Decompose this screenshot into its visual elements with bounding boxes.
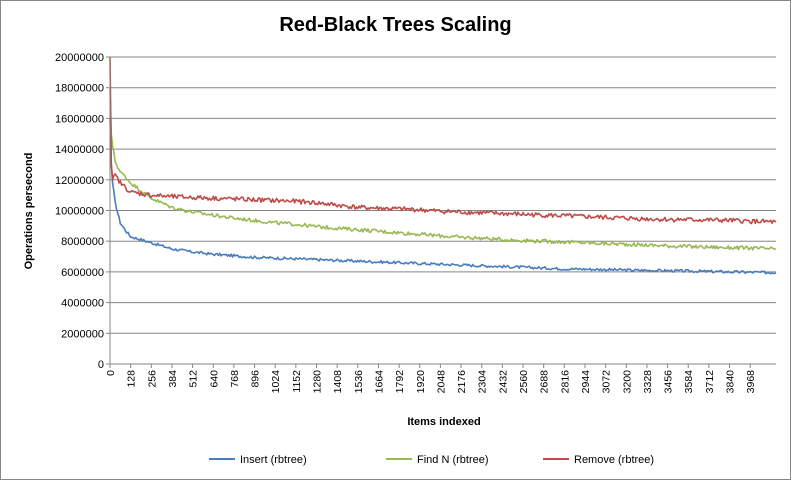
y-tick-label: 8000000 <box>61 236 104 248</box>
legend: Insert (rbtree) Find N (rbtree) Remove (rb… <box>209 454 654 466</box>
legend-label: Insert (rbtree) <box>240 454 307 466</box>
x-tick-label: 1152 <box>291 370 303 393</box>
x-tick-label: 1408 <box>332 370 344 394</box>
x-tick-label: 1920 <box>415 370 427 394</box>
x-tick-label: 3328 <box>642 370 654 394</box>
x-tick-label: 2432 <box>497 370 509 394</box>
x-tick-label: 1792 <box>394 370 406 394</box>
x-tick-label: 384 <box>167 370 179 388</box>
y-tick-label: 16000000 <box>55 113 104 125</box>
x-tick-label: 2176 <box>456 370 468 394</box>
x-tick-label: 256 <box>146 370 158 388</box>
gridlines <box>106 56 776 365</box>
series-line <box>109 118 777 275</box>
legend-label: Find N (rbtree) <box>417 454 489 466</box>
y-tick-label: 14000000 <box>55 144 104 156</box>
x-tick-label: 128 <box>126 370 138 388</box>
x-tick-label: 3200 <box>621 370 633 394</box>
y-tick-labels: 0 2000000 4000000 6000000 8000000 10000000 120… <box>55 52 104 371</box>
x-tick-labels: 0 128 256 384 512 640 768 896 1024 1152 1280 1408 15… <box>105 370 757 394</box>
chart-title: Red-Black Trees Scaling <box>279 14 512 36</box>
x-tick-label: 0 <box>105 370 117 376</box>
x-tick-label: 2944 <box>580 370 592 394</box>
x-tick-label: 768 <box>229 370 241 388</box>
x-tick-label: 640 <box>208 370 220 388</box>
x-tick-label: 2304 <box>477 370 489 394</box>
y-tick-label: 12000000 <box>55 175 104 187</box>
series-line <box>109 87 777 251</box>
y-tick-label: 0 <box>98 359 104 371</box>
y-tick-label: 10000000 <box>55 206 104 218</box>
x-tick-label: 3584 <box>683 370 695 394</box>
x-tick-label: 3456 <box>663 370 675 394</box>
legend-label: Remove (rbtree) <box>574 454 654 466</box>
x-tick-label: 1536 <box>353 370 365 394</box>
x-tick-label: 3712 <box>704 370 716 394</box>
x-tick-label: 2816 <box>559 370 571 394</box>
x-tick-label: 2688 <box>539 370 551 394</box>
y-axis-title: Operations persecond <box>23 153 35 270</box>
x-tick-label: 2048 <box>435 370 447 394</box>
x-tick-label: 2560 <box>518 370 530 394</box>
x-tick-label: 1280 <box>312 370 324 394</box>
y-tick-label: 2000000 <box>61 328 104 340</box>
axes <box>109 57 776 368</box>
x-tick-label: 1664 <box>373 370 385 394</box>
x-tick-label: 3840 <box>725 370 737 394</box>
series-line <box>109 56 777 225</box>
y-tick-label: 4000000 <box>61 298 104 310</box>
x-axis-title: Items indexed <box>407 416 480 428</box>
x-tick-label: 896 <box>250 370 262 388</box>
x-tick-label: 512 <box>188 370 200 388</box>
y-tick-label: 6000000 <box>61 267 104 279</box>
x-tick-label: 3072 <box>601 370 613 394</box>
y-tick-label: 18000000 <box>55 83 104 95</box>
x-tick-label: 3968 <box>745 370 757 394</box>
y-tick-label: 20000000 <box>55 52 104 64</box>
series-lines <box>109 56 777 275</box>
x-tick-label: 1024 <box>270 370 282 394</box>
